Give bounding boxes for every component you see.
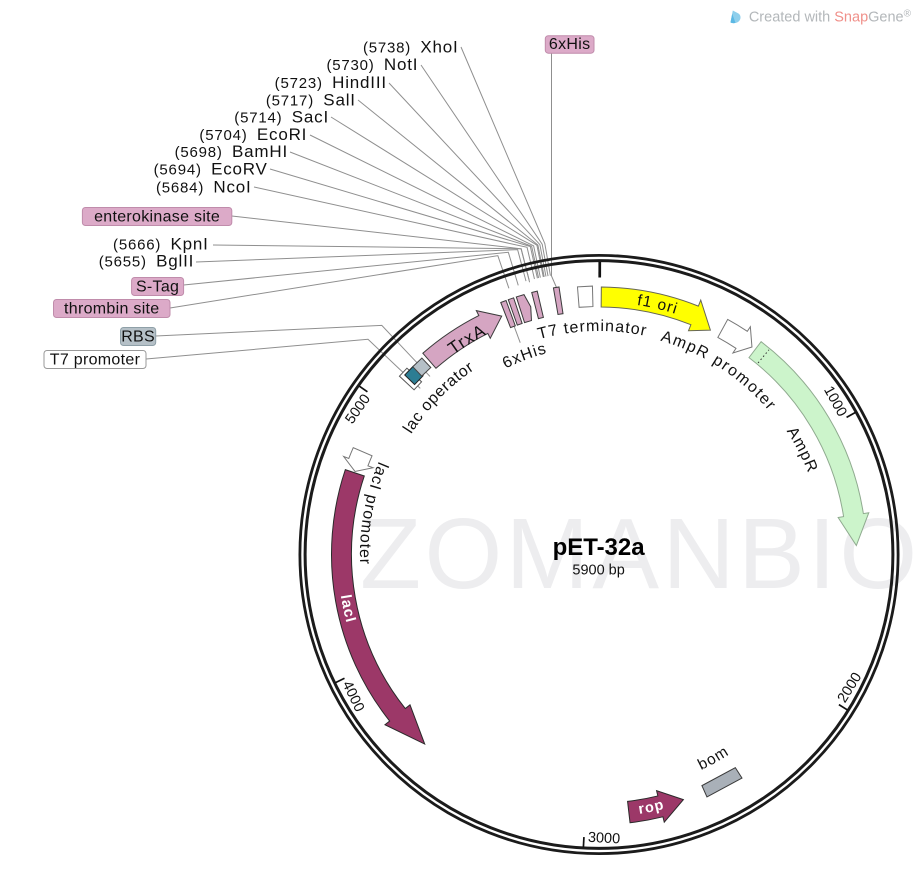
svg-text:enterokinase site: enterokinase site bbox=[94, 208, 220, 225]
svg-text:5900 bp: 5900 bp bbox=[572, 563, 624, 579]
svg-text:(5730) NotI: (5730) NotI bbox=[326, 55, 418, 74]
svg-text:rop: rop bbox=[637, 797, 666, 818]
svg-text:(5655) BglII: (5655) BglII bbox=[99, 251, 195, 270]
svg-text:6xHis: 6xHis bbox=[549, 36, 591, 53]
svg-text:(5738) XhoI: (5738) XhoI bbox=[363, 38, 459, 57]
svg-text:T7 promoter: T7 promoter bbox=[50, 351, 141, 368]
svg-text:ZOMANBIO: ZOMANBIO bbox=[360, 498, 913, 610]
svg-text:lacI: lacI bbox=[337, 593, 360, 625]
svg-text:Created with SnapGene®: Created with SnapGene® bbox=[749, 9, 912, 26]
svg-text:thrombin site: thrombin site bbox=[64, 300, 160, 317]
svg-text:(5684) NcoI: (5684) NcoI bbox=[156, 178, 252, 197]
svg-text:RBS: RBS bbox=[121, 328, 155, 345]
svg-text:(5704) EcoRI: (5704) EcoRI bbox=[199, 125, 307, 144]
svg-text:(5717) SalI: (5717) SalI bbox=[266, 91, 356, 110]
svg-text:(5698) BamHI: (5698) BamHI bbox=[175, 142, 288, 161]
svg-text:S-Tag: S-Tag bbox=[136, 278, 179, 295]
svg-text:(5714) SacI: (5714) SacI bbox=[234, 108, 329, 127]
svg-text:(5694) EcoRV: (5694) EcoRV bbox=[154, 160, 268, 179]
svg-text:pET-32a: pET-32a bbox=[553, 534, 646, 561]
svg-text:(5723) HindIII: (5723) HindIII bbox=[275, 73, 387, 92]
svg-text:3000: 3000 bbox=[587, 830, 620, 848]
svg-text:(5666) KpnI: (5666) KpnI bbox=[113, 235, 209, 254]
